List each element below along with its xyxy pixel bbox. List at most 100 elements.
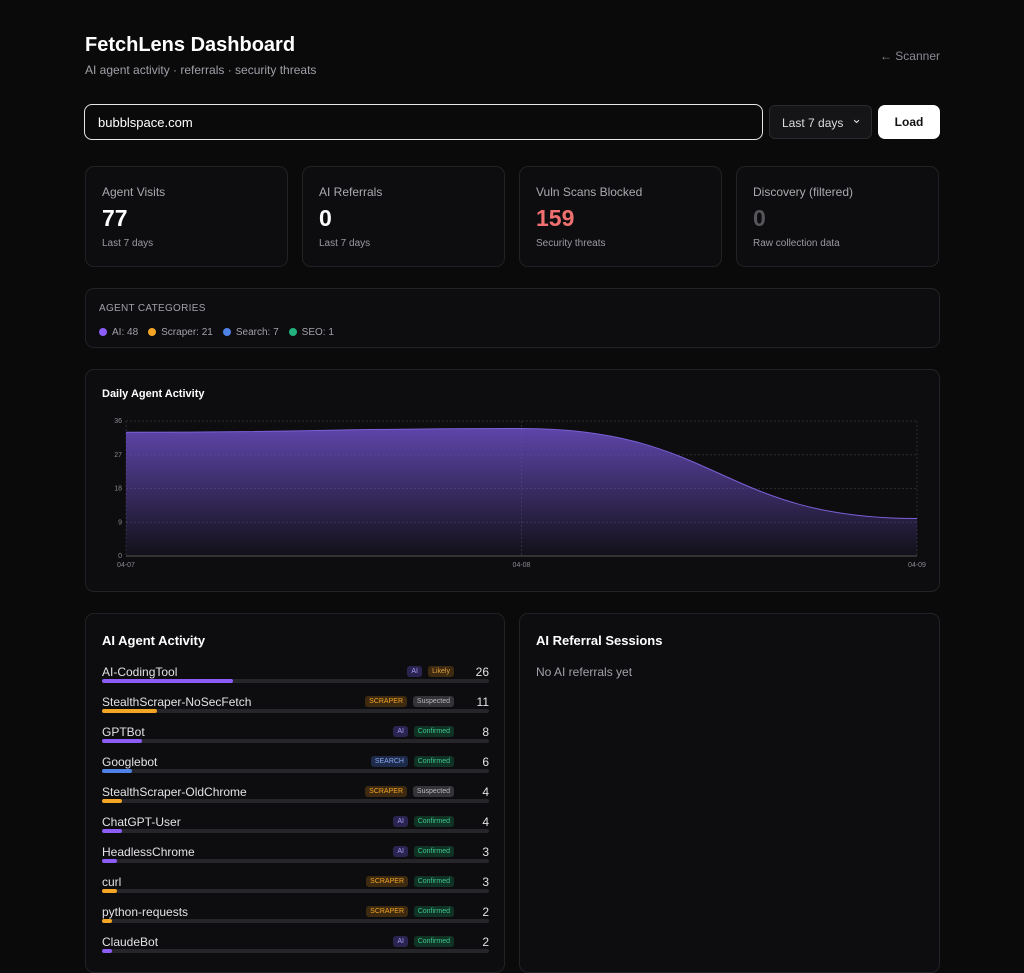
status-badge: Confirmed xyxy=(413,816,454,827)
stat-card: Discovery (filtered) 0 Raw collection data xyxy=(736,166,939,267)
chart-title: Daily Agent Activity xyxy=(102,388,205,400)
bar xyxy=(102,679,233,683)
stat-card: Agent Visits 77 Last 7 days xyxy=(85,166,288,267)
category-dot xyxy=(222,328,231,336)
type-badge: AI xyxy=(393,816,408,827)
stat-label: Agent Visits xyxy=(102,185,166,199)
x-tick-label: 04-09 xyxy=(908,562,926,569)
agent-row: AI-CodingTool Likely AI 26 xyxy=(102,665,489,695)
category: Scraper: 21 xyxy=(148,327,213,338)
type-badge: AI xyxy=(393,936,408,947)
bar xyxy=(102,919,113,923)
agent-row: StealthScraper-NoSecFetch Suspected SCRAPE… xyxy=(102,695,489,725)
agent-count: 2 xyxy=(482,905,489,919)
agent-row: python-requests Confirmed SCRAPER 2 xyxy=(102,905,489,935)
stat-value: 0 xyxy=(753,205,766,231)
y-tick-label: 0 xyxy=(118,553,122,560)
domain-input[interactable]: bubblspace.com xyxy=(84,104,763,140)
range-value: Last 7 days xyxy=(782,116,844,130)
category: AI: 48 xyxy=(99,327,138,338)
category-dot xyxy=(148,328,157,336)
category-dot xyxy=(288,328,297,336)
type-badge: AI xyxy=(393,846,408,857)
bar-track xyxy=(102,709,489,713)
stat-value: 0 xyxy=(319,205,332,231)
page: FetchLens Dashboard AI agent activity · … xyxy=(0,0,1024,953)
agents-card: AI Agent Activity AI-CodingTool Likely AI 2… xyxy=(85,613,505,973)
agent-name: StealthScraper-OldChrome xyxy=(102,785,247,799)
status-badge: Suspected xyxy=(412,696,454,707)
type-badge: SCRAPER xyxy=(365,786,407,797)
chart-card: Daily Agent Activity 0 9 18 27 36 04-07 04-08 0… xyxy=(85,369,940,592)
category: Search: 7 xyxy=(222,326,279,338)
type-badge: SCRAPER xyxy=(366,876,408,887)
category: SEO: 1 xyxy=(288,327,334,338)
bar xyxy=(102,739,143,743)
type-badge: AI xyxy=(393,726,408,737)
stat-value: 77 xyxy=(102,205,128,231)
bar-track xyxy=(102,799,489,803)
agent-name: ClaudeBot xyxy=(102,935,159,949)
agent-row: ClaudeBot Confirmed AI 2 xyxy=(102,935,489,965)
status-badge: Confirmed xyxy=(413,846,454,857)
categories-card: AGENT CATEGORIES AI: 48 Scraper: 21 Search… xyxy=(85,288,940,348)
referrals-card: AI Referral Sessions No AI referrals yet xyxy=(519,613,940,973)
agent-name: HeadlessChrome xyxy=(102,845,195,859)
agent-row: StealthScraper-OldChrome Suspected SCRAPER… xyxy=(102,785,489,815)
stat-note: Security threats xyxy=(536,238,606,249)
agent-row: ChatGPT-User Confirmed AI 4 xyxy=(102,815,489,845)
load-button[interactable]: Load xyxy=(878,105,940,139)
agents-title: AI Agent Activity xyxy=(102,633,206,648)
subtitle: AI agent activity · referrals · security… xyxy=(85,63,317,77)
status-badge: Confirmed xyxy=(413,906,454,917)
agent-name: StealthScraper-NoSecFetch xyxy=(102,695,252,709)
agent-count: 6 xyxy=(482,755,489,769)
agent-count: 2 xyxy=(482,935,489,949)
bar xyxy=(102,799,123,803)
bar-track xyxy=(102,889,489,893)
bar xyxy=(102,769,133,773)
agent-name: AI-CodingTool xyxy=(102,665,178,679)
agent-row: Googlebot Confirmed SEARCH 6 xyxy=(102,755,489,785)
bar-track xyxy=(102,769,489,773)
bar-track xyxy=(102,859,489,863)
bar xyxy=(102,889,118,893)
status-badge: Likely xyxy=(428,666,454,677)
line xyxy=(125,427,918,519)
type-badge: SCRAPER xyxy=(366,906,408,917)
bar xyxy=(102,949,113,953)
back-link[interactable]: ← Scanner xyxy=(879,49,940,63)
agent-name: curl xyxy=(102,875,122,889)
category-label: Search: 7 xyxy=(235,326,279,338)
bar-track xyxy=(102,679,489,683)
bar-track xyxy=(102,949,489,953)
range-select[interactable]: Last 7 days xyxy=(769,105,872,139)
agent-count: 3 xyxy=(482,875,489,889)
area xyxy=(126,428,917,556)
type-badge: SCRAPER xyxy=(365,696,407,707)
referrals-empty: No AI referrals yet xyxy=(536,665,633,679)
agent-name: Googlebot xyxy=(102,755,158,769)
bar-track xyxy=(102,739,489,743)
status-badge: Confirmed xyxy=(413,936,454,947)
stat-note: Raw collection data xyxy=(753,238,840,249)
referrals-title: AI Referral Sessions xyxy=(536,633,663,648)
status-badge: Confirmed xyxy=(413,726,454,737)
y-tick-label: 18 xyxy=(114,486,122,493)
x-tick-label: 04-08 xyxy=(513,562,531,569)
status-badge: Confirmed xyxy=(413,876,454,887)
stat-value: 159 xyxy=(536,205,575,231)
category-label: AI: 48 xyxy=(112,326,139,338)
page-title: FetchLens Dashboard xyxy=(85,34,296,56)
stat-note: Last 7 days xyxy=(102,238,154,249)
agent-count: 11 xyxy=(476,695,489,709)
category-label: Scraper: 21 xyxy=(161,326,213,338)
stat-label: Vuln Scans Blocked xyxy=(536,185,643,199)
stat-card: Vuln Scans Blocked 159 Security threats xyxy=(519,166,722,267)
agent-count: 3 xyxy=(482,845,489,859)
bar xyxy=(102,709,158,713)
status-badge: Suspected xyxy=(412,786,454,797)
y-tick-label: 9 xyxy=(118,519,122,526)
agent-count: 8 xyxy=(482,725,489,739)
stat-note: Last 7 days xyxy=(319,238,371,249)
